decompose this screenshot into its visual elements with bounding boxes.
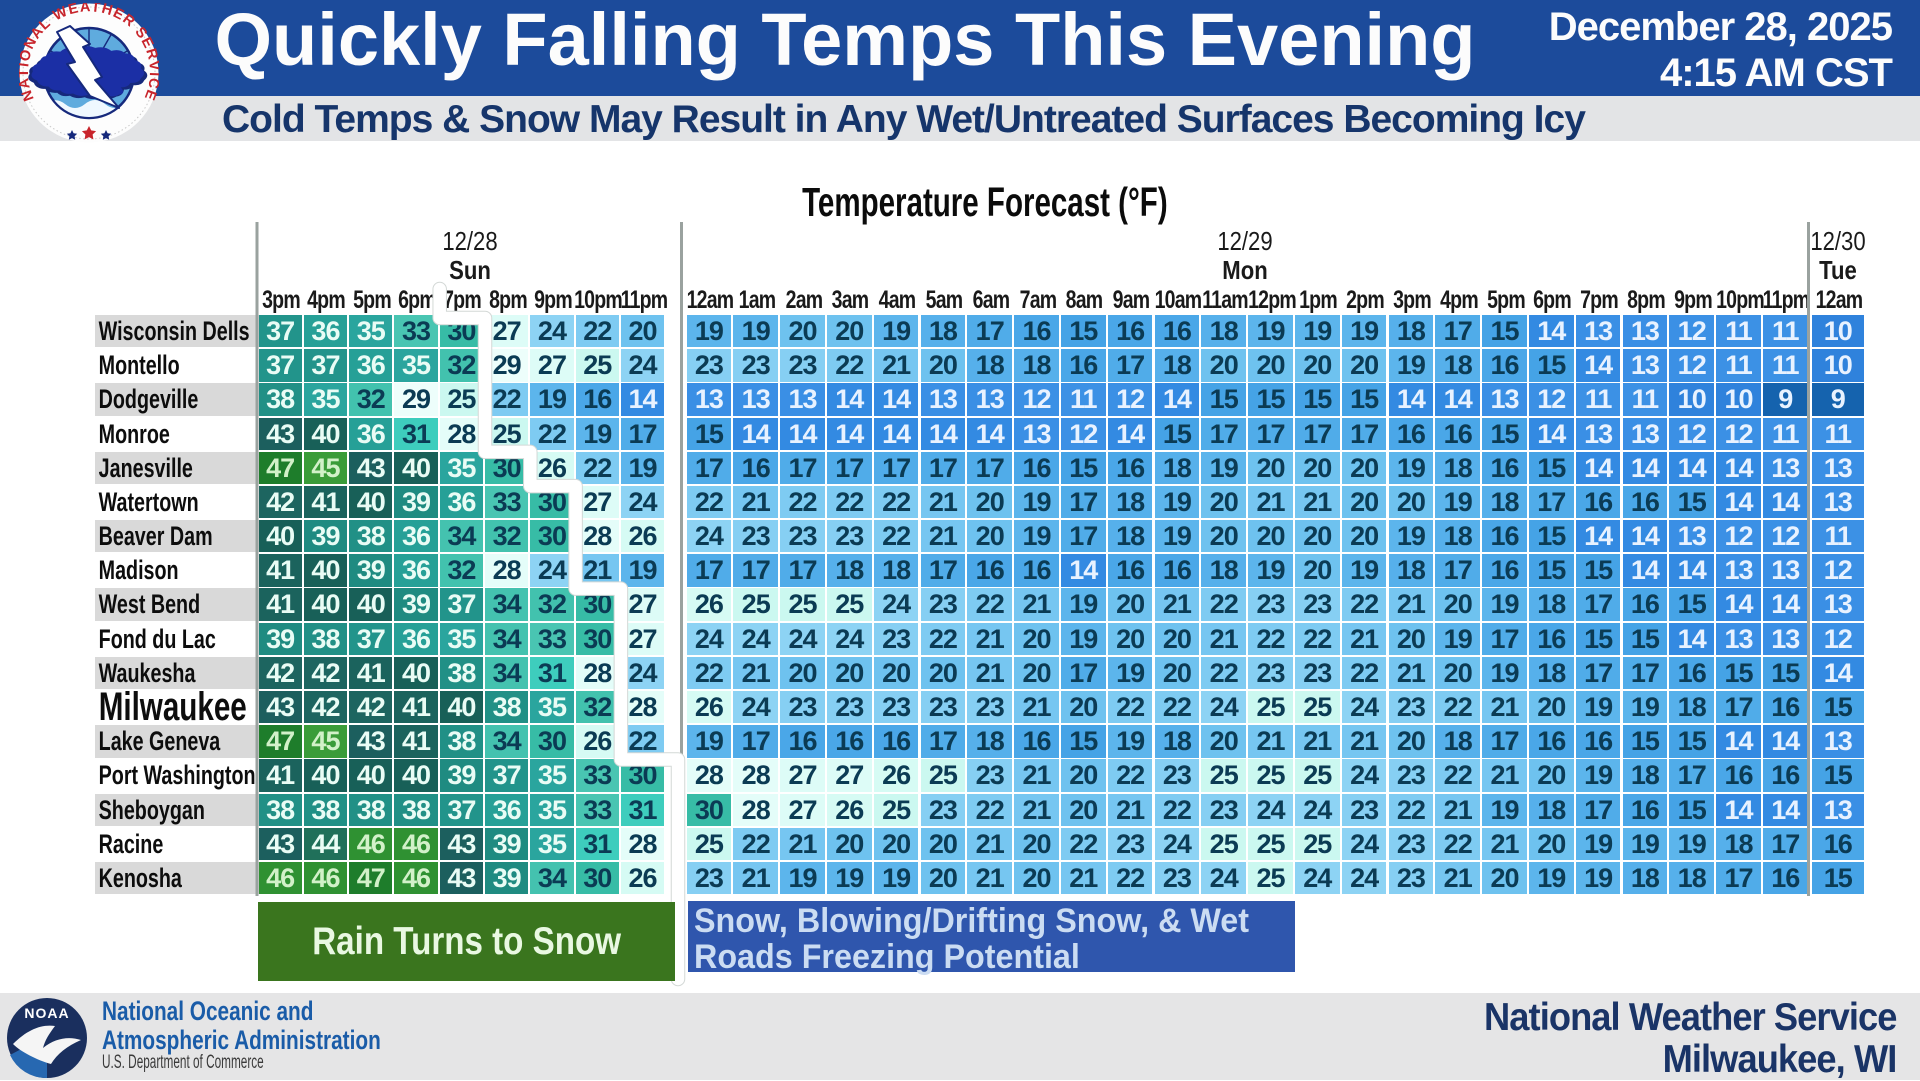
svg-text:NOAA: NOAA: [24, 1005, 69, 1021]
